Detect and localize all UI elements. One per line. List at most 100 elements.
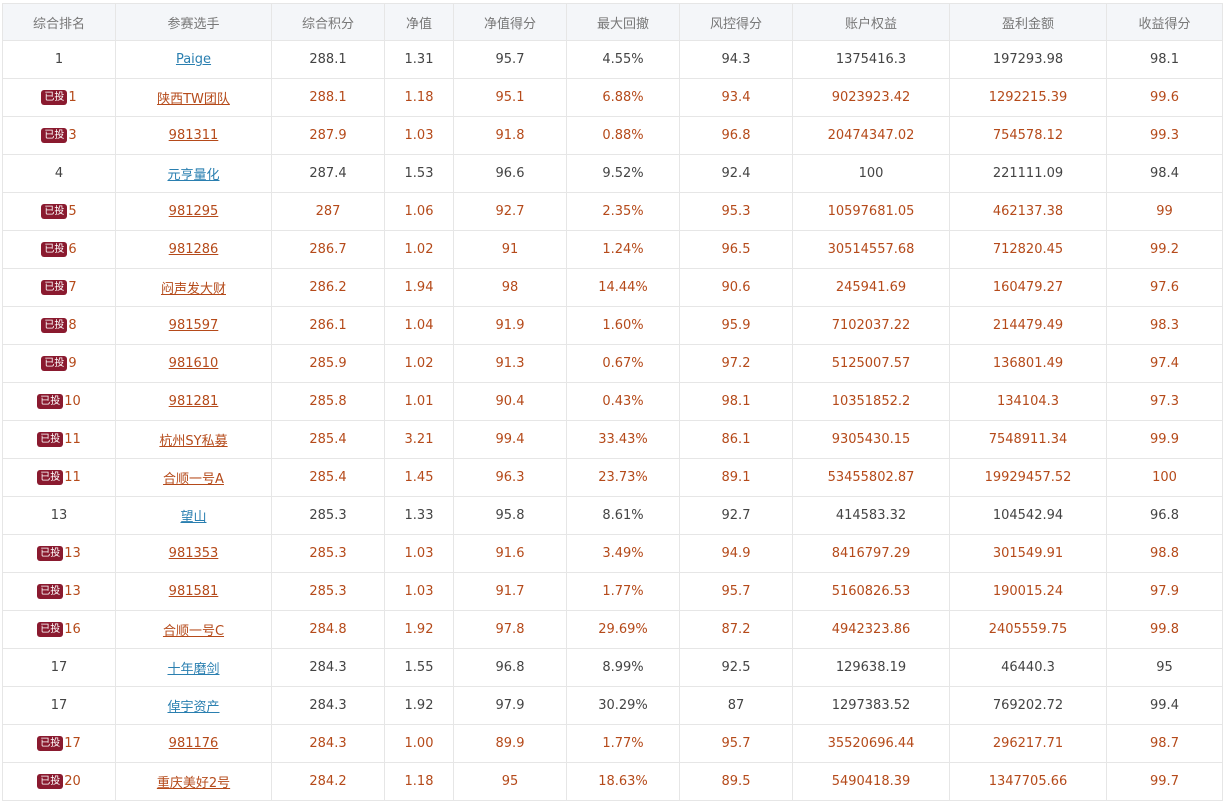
equity-cell: 20474347.02 (792, 116, 950, 155)
player-name-link[interactable]: 望山 (180, 510, 207, 525)
player-name-link[interactable]: 合顺一号A (163, 472, 224, 487)
player-name-link[interactable]: 倬宇资产 (167, 700, 220, 715)
table-row: 已投 13 981353 285.3 1.03 91.6 3.49% 94.9 8416797.… (2, 534, 1223, 573)
max-drawdown-cell: 1.77% (566, 572, 680, 611)
rank-value: 17 (50, 660, 68, 675)
score-cell: 285.3 (271, 496, 385, 535)
header-equity[interactable]: 账户权益 (792, 3, 950, 41)
equity-cell: 9305430.15 (792, 420, 950, 459)
profit-cell: 136801.49 (949, 344, 1107, 383)
player-name-link[interactable]: 981281 (168, 394, 219, 409)
equity-cell: 8416797.29 (792, 534, 950, 573)
player-name-link[interactable]: 981286 (168, 242, 219, 257)
return-score-cell: 99.9 (1106, 420, 1223, 459)
risk-score-cell: 96.5 (679, 230, 793, 269)
nav-score-cell: 89.9 (453, 724, 567, 763)
risk-score-cell: 98.1 (679, 382, 793, 421)
player-name-link[interactable]: 981597 (168, 318, 219, 333)
header-risk-score[interactable]: 风控得分 (679, 3, 793, 41)
nav-cell: 1.04 (384, 306, 454, 345)
rank-value: 1 (68, 90, 77, 105)
risk-score-cell: 92.7 (679, 496, 793, 535)
profit-cell: 462137.38 (949, 192, 1107, 231)
invested-badge: 已投 (37, 432, 64, 447)
nav-cell: 1.18 (384, 762, 454, 801)
rank-cell: 已投 16 (2, 610, 116, 649)
max-drawdown-cell: 9.52% (566, 154, 680, 193)
max-drawdown-cell: 0.67% (566, 344, 680, 383)
invested-badge: 已投 (41, 356, 68, 371)
score-cell: 284.2 (271, 762, 385, 801)
player-name-link[interactable]: 981311 (168, 128, 219, 143)
nav-cell: 1.03 (384, 534, 454, 573)
risk-score-cell: 95.7 (679, 572, 793, 611)
score-cell: 284.3 (271, 686, 385, 725)
equity-cell: 10597681.05 (792, 192, 950, 231)
header-player[interactable]: 参赛选手 (115, 3, 272, 41)
ranking-table-container: 综合排名 参赛选手 综合积分 净值 净值得分 最大回撤 风控得分 账户权益 盈利… (2, 3, 1223, 801)
nav-score-cell: 91 (453, 230, 567, 269)
player-name-link[interactable]: 闷声发大财 (160, 282, 226, 297)
header-nav-score[interactable]: 净值得分 (453, 3, 567, 41)
risk-score-cell: 93.4 (679, 78, 793, 117)
header-score[interactable]: 综合积分 (271, 3, 385, 41)
player-name-link[interactable]: 981353 (168, 546, 219, 561)
rank-value: 17 (64, 736, 81, 751)
profit-cell: 221111.09 (949, 154, 1107, 193)
risk-score-cell: 87.2 (679, 610, 793, 649)
player-name-link[interactable]: 杭州SY私募 (159, 434, 228, 449)
player-name-link[interactable]: 陕西TW团队 (157, 92, 230, 107)
header-profit[interactable]: 盈利金额 (949, 3, 1107, 41)
score-cell: 285.4 (271, 458, 385, 497)
player-name-link[interactable]: 981176 (168, 736, 219, 751)
table-row: 已投 13 981581 285.3 1.03 91.7 1.77% 95.7 5160826.… (2, 572, 1223, 611)
equity-cell: 35520696.44 (792, 724, 950, 763)
rank-value: 20 (64, 774, 81, 789)
player-cell: 元亨量化 (115, 154, 272, 193)
score-cell: 287.9 (271, 116, 385, 155)
risk-score-cell: 96.8 (679, 116, 793, 155)
nav-cell: 1.02 (384, 344, 454, 383)
risk-score-cell: 90.6 (679, 268, 793, 307)
rank-cell: 已投 17 (2, 724, 116, 763)
max-drawdown-cell: 8.99% (566, 648, 680, 687)
header-rank[interactable]: 综合排名 (2, 3, 116, 41)
risk-score-cell: 86.1 (679, 420, 793, 459)
header-return-score[interactable]: 收益得分 (1106, 3, 1223, 41)
player-name-link[interactable]: 合顺一号C (162, 624, 225, 639)
invested-badge: 已投 (37, 394, 64, 409)
player-name-link[interactable]: 981581 (168, 584, 219, 599)
player-cell: 陕西TW团队 (115, 78, 272, 117)
score-cell: 285.3 (271, 572, 385, 611)
player-cell: 重庆美好2号 (115, 762, 272, 801)
invested-badge: 已投 (41, 90, 68, 105)
nav-score-cell: 96.6 (453, 154, 567, 193)
equity-cell: 10351852.2 (792, 382, 950, 421)
player-cell: 981176 (115, 724, 272, 763)
risk-score-cell: 94.3 (679, 40, 793, 79)
player-name-link[interactable]: Paige (175, 52, 212, 67)
table-row: 17 倬宇资产 284.3 1.92 97.9 30.29% 87 1297383.52 769… (2, 686, 1223, 725)
header-max-drawdown[interactable]: 最大回撤 (566, 3, 680, 41)
nav-score-cell: 92.7 (453, 192, 567, 231)
player-name-link[interactable]: 981295 (168, 204, 219, 219)
return-score-cell: 99.2 (1106, 230, 1223, 269)
nav-cell: 1.33 (384, 496, 454, 535)
equity-cell: 5160826.53 (792, 572, 950, 611)
player-name-link[interactable]: 重庆美好2号 (156, 776, 231, 791)
player-name-link[interactable]: 十年磨剑 (167, 662, 220, 677)
rank-value: 13 (64, 584, 81, 599)
nav-score-cell: 98 (453, 268, 567, 307)
rank-value: 11 (64, 432, 81, 447)
player-cell: Paige (115, 40, 272, 79)
rank-value: 1 (54, 52, 64, 67)
player-cell: 闷声发大财 (115, 268, 272, 307)
max-drawdown-cell: 23.73% (566, 458, 680, 497)
header-nav[interactable]: 净值 (384, 3, 454, 41)
nav-cell: 1.02 (384, 230, 454, 269)
player-name-link[interactable]: 元亨量化 (167, 168, 220, 183)
player-name-link[interactable]: 981610 (168, 356, 219, 371)
score-cell: 287 (271, 192, 385, 231)
invested-badge: 已投 (41, 128, 68, 143)
player-cell: 981286 (115, 230, 272, 269)
